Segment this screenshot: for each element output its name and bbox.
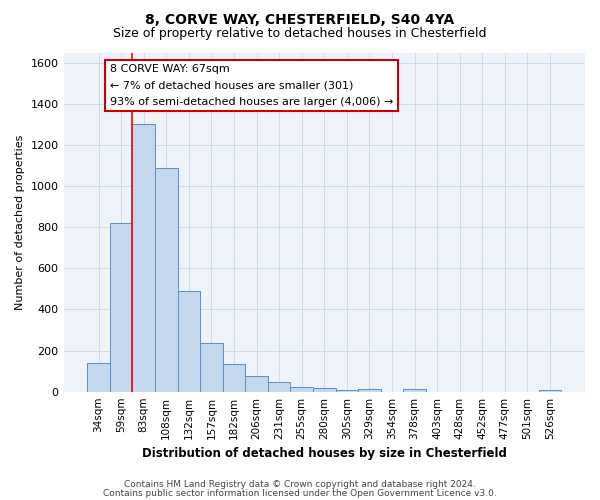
Bar: [313, 388, 335, 392]
Bar: [223, 364, 245, 392]
Bar: [178, 291, 200, 392]
Text: 8 CORVE WAY: 67sqm
← 7% of detached houses are smaller (301)
93% of semi-detache: 8 CORVE WAY: 67sqm ← 7% of detached hous…: [110, 64, 393, 107]
Y-axis label: Number of detached properties: Number of detached properties: [15, 134, 25, 310]
Bar: [110, 223, 133, 392]
Bar: [87, 363, 110, 392]
Text: Contains public sector information licensed under the Open Government Licence v3: Contains public sector information licen…: [103, 488, 497, 498]
Bar: [290, 386, 313, 392]
X-axis label: Distribution of detached houses by size in Chesterfield: Distribution of detached houses by size …: [142, 447, 507, 460]
Bar: [200, 344, 223, 392]
Bar: [268, 382, 290, 392]
Text: Contains HM Land Registry data © Crown copyright and database right 2024.: Contains HM Land Registry data © Crown c…: [124, 480, 476, 489]
Bar: [539, 390, 561, 392]
Bar: [335, 390, 358, 392]
Bar: [245, 376, 268, 392]
Bar: [358, 388, 381, 392]
Bar: [133, 124, 155, 392]
Text: Size of property relative to detached houses in Chesterfield: Size of property relative to detached ho…: [113, 28, 487, 40]
Bar: [155, 168, 178, 392]
Bar: [403, 389, 426, 392]
Text: 8, CORVE WAY, CHESTERFIELD, S40 4YA: 8, CORVE WAY, CHESTERFIELD, S40 4YA: [145, 12, 455, 26]
